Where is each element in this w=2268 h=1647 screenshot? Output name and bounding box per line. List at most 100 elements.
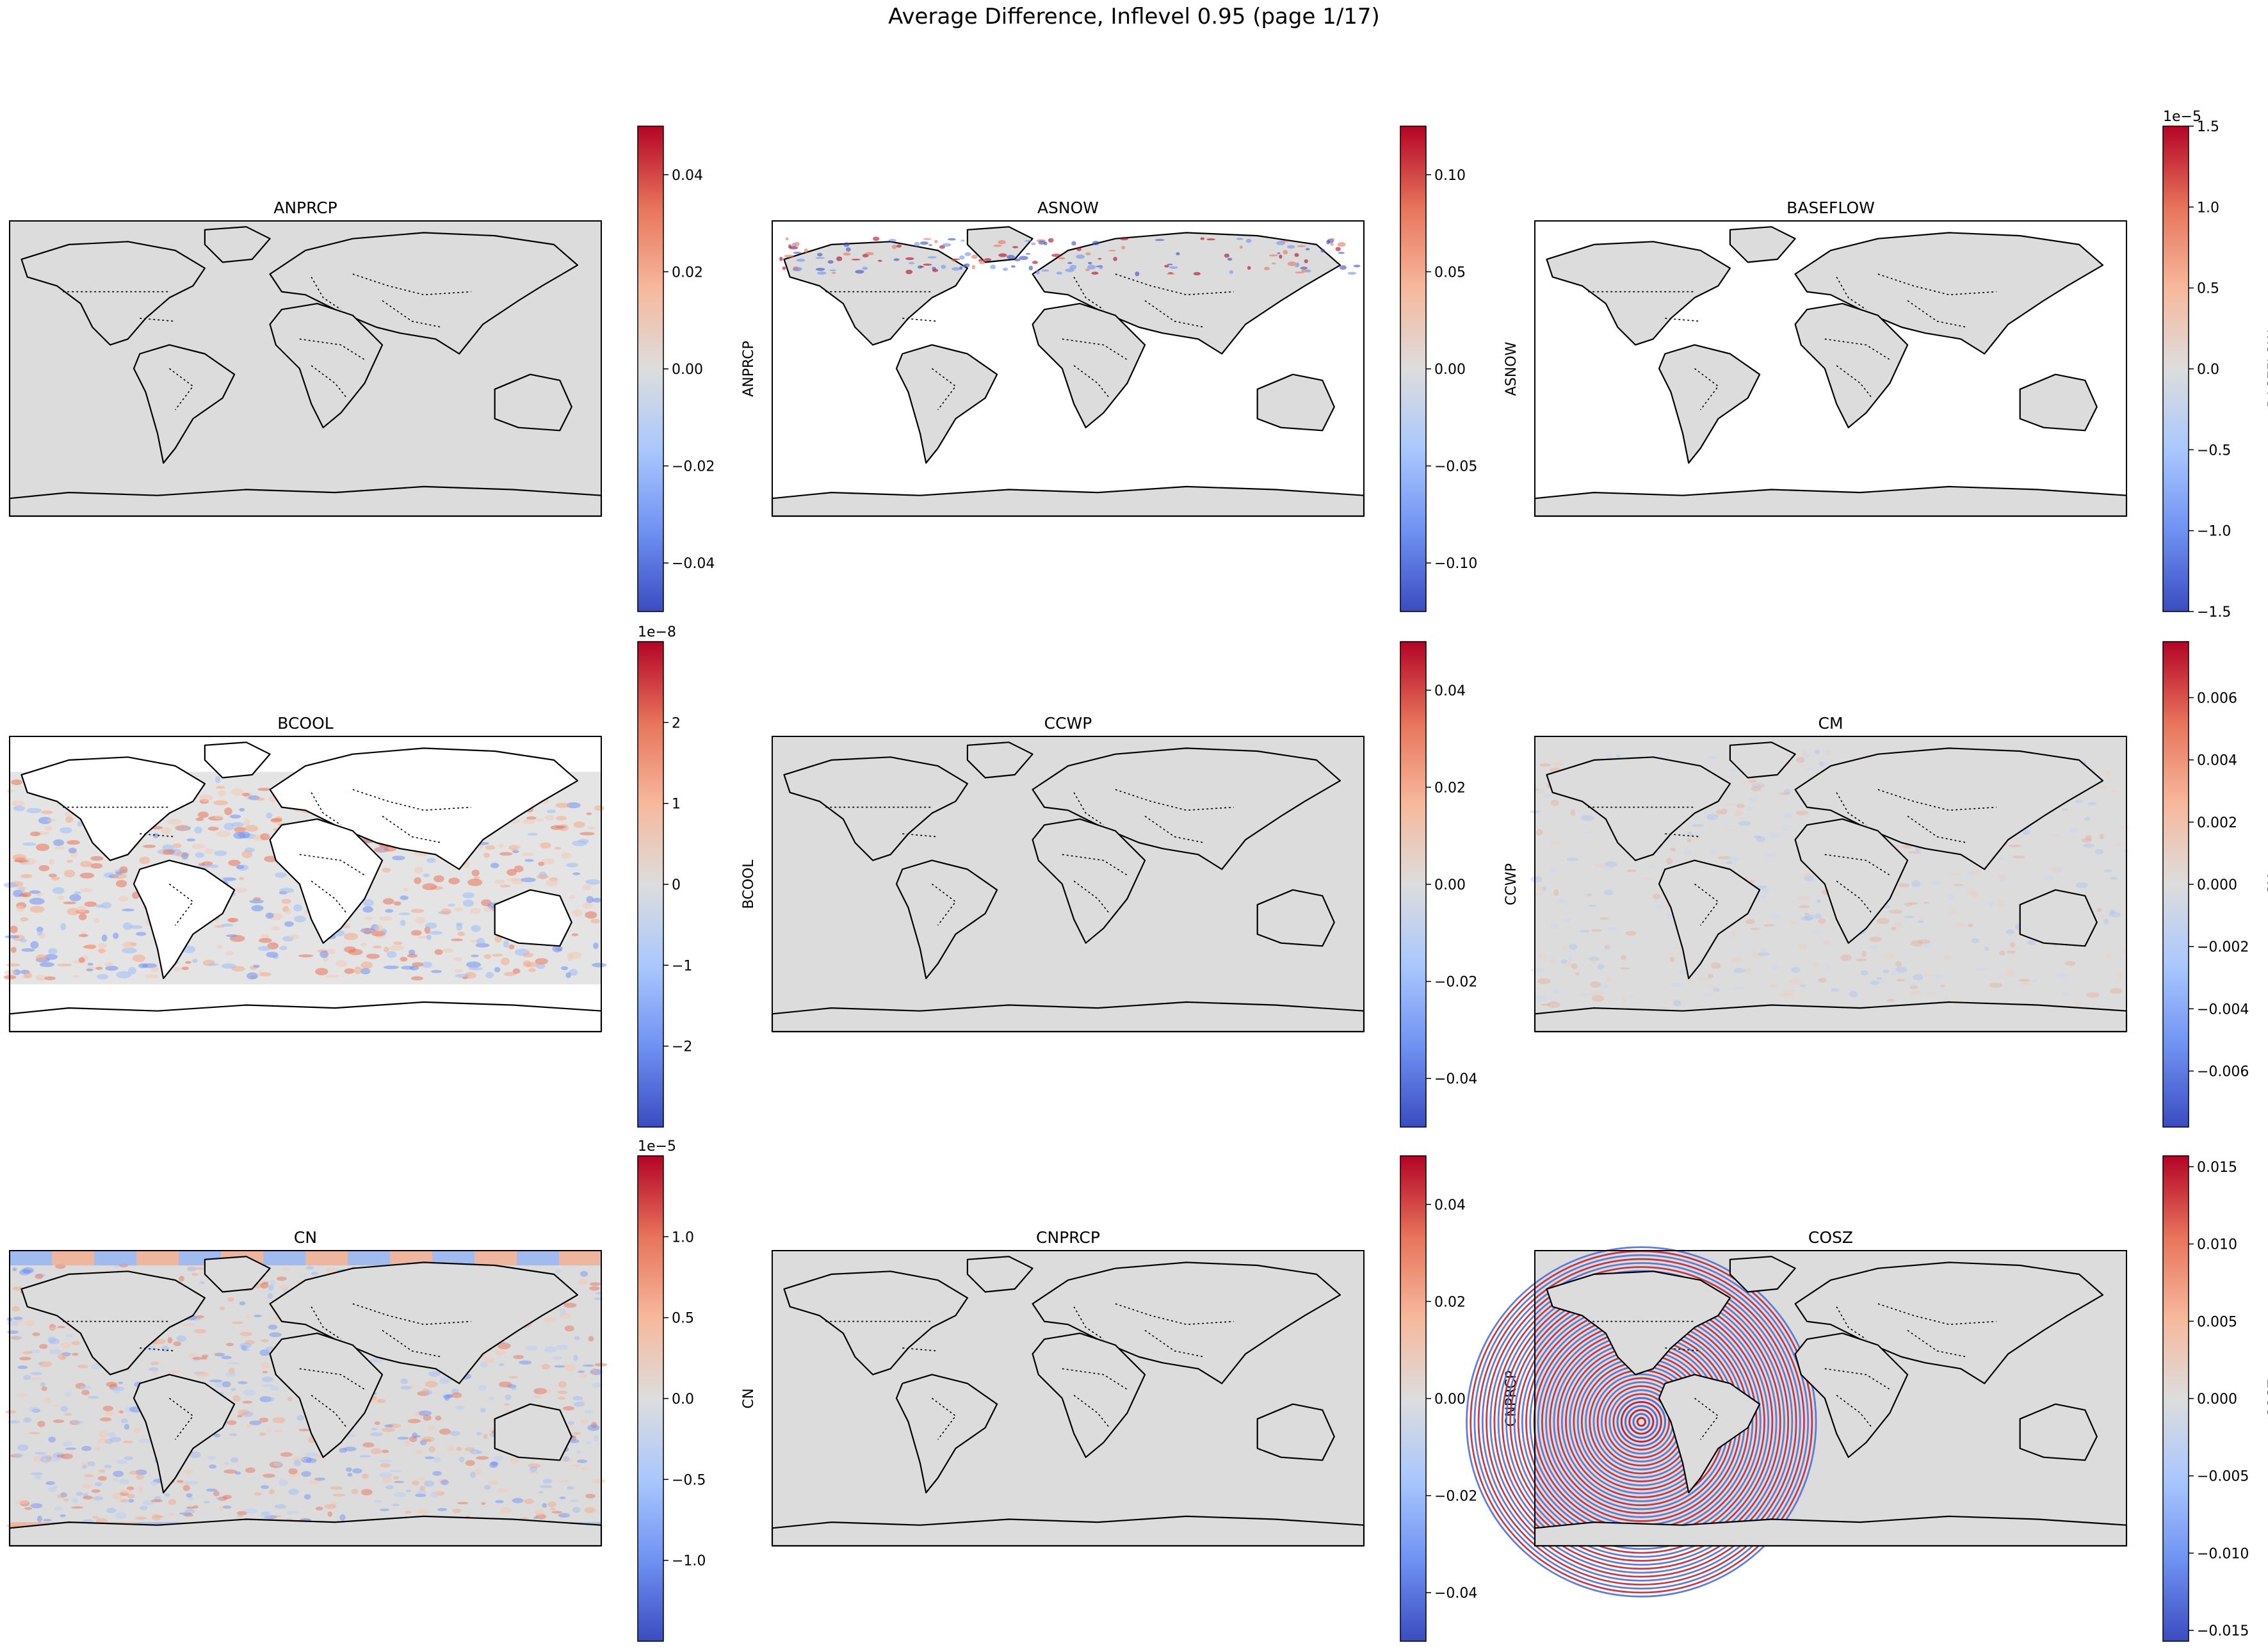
field-anomaly — [56, 1454, 64, 1457]
field-anomaly — [2064, 961, 2076, 966]
field-anomaly — [558, 1381, 567, 1388]
field-anomaly — [587, 826, 596, 830]
field-anomaly — [219, 1306, 225, 1311]
field-anomaly — [292, 1456, 304, 1461]
field-anomaly — [1606, 754, 1613, 760]
colorbar-tick-label: 2 — [672, 715, 681, 731]
field-anomaly — [410, 930, 422, 936]
field-anomaly — [556, 816, 567, 821]
field-anomaly — [499, 852, 513, 856]
field-anomaly — [78, 934, 88, 937]
field-anomaly — [44, 976, 56, 980]
field-anomaly — [2103, 918, 2109, 925]
field-anomaly — [1584, 831, 1595, 834]
field-anomaly — [87, 1461, 95, 1466]
field-anomaly — [38, 816, 52, 825]
field-anomaly — [35, 975, 47, 981]
field-anomaly — [1553, 761, 1564, 767]
field-anomaly — [257, 788, 271, 791]
field-anomaly — [815, 257, 825, 259]
country-border — [311, 1306, 341, 1340]
field-anomaly — [284, 921, 294, 927]
field-anomaly — [1934, 974, 1945, 979]
field-anomaly — [1605, 977, 1612, 982]
field-anomaly — [261, 1362, 270, 1369]
field-anomaly — [1589, 991, 1603, 996]
field-anomaly — [535, 1509, 545, 1516]
polar-band — [348, 1251, 390, 1266]
field-anomaly — [30, 941, 39, 949]
field-anomaly — [1571, 963, 1578, 970]
field-anomaly — [1868, 945, 1879, 950]
field-anomaly — [1330, 238, 1335, 241]
field-anomaly — [554, 1365, 565, 1368]
coastline — [895, 1374, 998, 1494]
field-anomaly — [1763, 924, 1775, 927]
polar-band — [263, 1251, 305, 1266]
field-anomaly — [232, 1321, 243, 1324]
field-anomaly — [10, 1336, 21, 1340]
field-anomaly — [12, 1286, 24, 1291]
field-anomaly — [577, 1459, 588, 1463]
field-anomaly — [268, 1284, 274, 1291]
field-anomaly — [62, 1441, 73, 1447]
field-anomaly — [467, 879, 483, 886]
field-anomaly — [36, 928, 43, 936]
field-anomaly — [188, 1497, 193, 1500]
field-anomaly — [845, 247, 851, 252]
coastline — [1256, 1403, 1335, 1461]
coastline — [1729, 1256, 1796, 1293]
subplot-cn: CN −1.0 −0.5 0.0 0.5 1.0 CN 1e−5 — [5, 1139, 757, 1642]
field-anomaly — [2082, 843, 2094, 848]
field-anomaly — [1908, 851, 1922, 854]
country-border — [352, 789, 471, 811]
field-anomaly — [140, 1505, 148, 1511]
colorbar-tick-label: −0.5 — [672, 1472, 706, 1488]
field-anomaly — [1800, 984, 1806, 987]
field-anomaly — [64, 870, 76, 878]
field-anomaly — [2075, 882, 2089, 889]
country-border — [352, 1303, 471, 1326]
map-frame — [772, 1250, 1365, 1546]
colorbar-tick-label: 0.00 — [1434, 877, 1466, 893]
field-anomaly — [35, 1452, 46, 1455]
coastline — [204, 1256, 271, 1293]
field-anomaly — [13, 806, 26, 811]
field-anomaly — [182, 1484, 190, 1491]
field-anomaly — [998, 253, 1007, 257]
field-anomaly — [415, 916, 426, 924]
field-anomaly — [533, 1395, 542, 1399]
field-anomaly — [1783, 989, 1795, 996]
field-anomaly — [195, 1315, 204, 1318]
field-anomaly — [816, 268, 825, 271]
field-anomaly — [67, 840, 80, 845]
field-anomaly — [1069, 264, 1077, 270]
coastline — [895, 859, 998, 980]
field-anomaly — [168, 1498, 176, 1505]
field-anomaly — [1551, 923, 1559, 929]
field-anomaly — [370, 1448, 382, 1454]
field-anomaly — [150, 966, 159, 972]
field-anomaly — [1625, 930, 1637, 936]
field-anomaly — [429, 930, 442, 935]
field-anomaly — [1997, 873, 2005, 879]
field-anomaly — [53, 887, 65, 895]
field-anomaly — [260, 833, 270, 841]
field-anomaly — [227, 918, 239, 923]
coastline — [1729, 742, 1796, 779]
field-anomaly — [1904, 916, 1915, 918]
country-border — [140, 318, 175, 322]
field-anomaly — [573, 1354, 578, 1361]
colorbar-tick-label: −0.02 — [1434, 1489, 1477, 1505]
field-anomaly — [1193, 272, 1201, 276]
field-anomaly — [227, 1420, 237, 1425]
field-anomaly — [512, 850, 519, 854]
field-anomaly — [335, 960, 348, 967]
field-anomaly — [267, 1293, 273, 1299]
field-anomaly — [226, 1362, 240, 1365]
field-anomaly — [216, 786, 225, 789]
field-anomaly — [12, 1267, 17, 1271]
colorbar-tick-label: −0.05 — [1434, 459, 1477, 475]
field-anomaly — [362, 899, 374, 907]
field-anomaly — [490, 863, 499, 868]
